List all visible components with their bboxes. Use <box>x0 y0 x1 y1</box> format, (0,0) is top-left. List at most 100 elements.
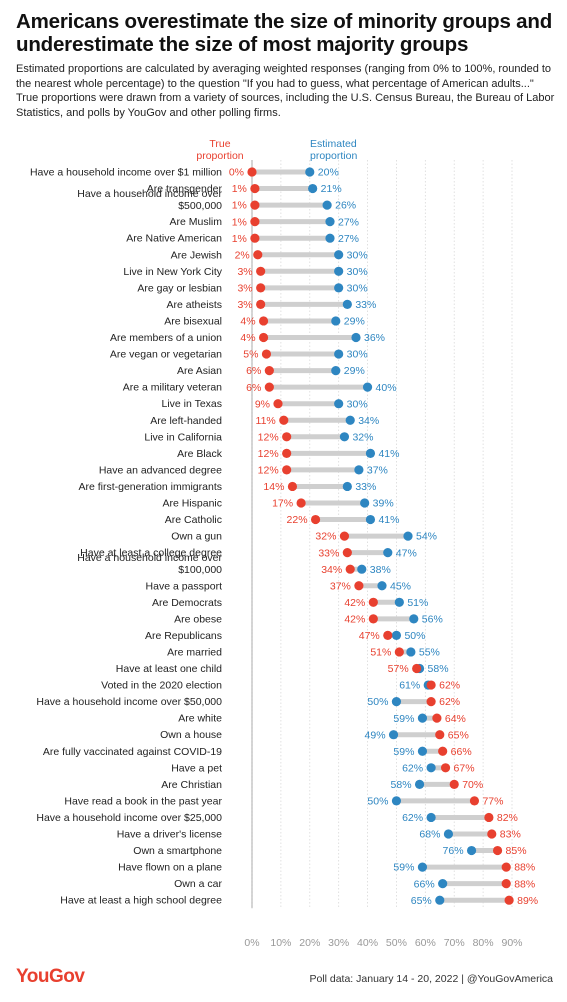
row-label: Are Native American <box>126 233 222 245</box>
true-value-label: 66% <box>451 746 472 758</box>
true-proportion-header: True <box>209 138 230 150</box>
row-label: Are Black <box>177 448 223 460</box>
true-dot <box>279 415 289 425</box>
row-label: Are Catholic <box>165 514 222 526</box>
true-dot <box>354 581 364 591</box>
true-value-label: 1% <box>232 233 247 245</box>
estimated-value-label: 36% <box>364 332 385 344</box>
estimated-dot <box>362 382 373 392</box>
estimated-dot <box>325 233 335 243</box>
estimated-value-label: 37% <box>367 465 388 477</box>
true-value-label: 12% <box>258 431 279 443</box>
true-value-label: 89% <box>517 895 538 907</box>
estimated-dot <box>417 746 428 756</box>
estimated-proportion-header: proportion <box>310 150 357 162</box>
row-label: Are married <box>167 646 222 658</box>
row-label: Are obese <box>174 613 222 625</box>
estimated-dot <box>308 183 318 194</box>
row-label: Are fully vaccinated against COVID-19 <box>43 746 222 758</box>
row-label: Own a smartphone <box>133 845 222 857</box>
estimated-value-label: 76% <box>443 845 464 857</box>
estimated-value-label: 27% <box>338 233 359 245</box>
true-value-label: 65% <box>448 729 469 741</box>
true-dot <box>339 531 350 541</box>
row-label: Own a house <box>160 729 222 741</box>
estimated-dot <box>383 548 393 558</box>
estimated-dot <box>334 399 344 409</box>
estimated-value-label: 41% <box>378 514 399 526</box>
row-label: Have a driver's license <box>117 829 222 841</box>
estimated-value-label: 39% <box>373 498 394 510</box>
estimated-value-label: 27% <box>338 216 359 228</box>
x-tick-label: 20% <box>299 937 320 949</box>
row-label: Are a military veteran <box>123 382 222 394</box>
true-value-label: 83% <box>500 829 521 841</box>
row-label: $500,000 <box>178 200 222 212</box>
estimated-dot <box>406 647 416 657</box>
true-dot <box>250 233 260 243</box>
true-value-label: 22% <box>287 514 308 526</box>
estimated-value-label: 65% <box>411 895 432 907</box>
true-dot <box>282 465 292 475</box>
true-value-label: 3% <box>237 299 252 311</box>
row-label: Live in California <box>144 431 222 443</box>
true-value-label: 64% <box>445 713 466 725</box>
true-dot <box>383 630 393 641</box>
row-label: Are Muslim <box>169 216 222 228</box>
true-dot <box>250 200 260 210</box>
estimated-value-label: 26% <box>335 200 356 212</box>
poll-data-note: Poll data: January 14 - 20, 2022 | @YouG… <box>309 973 553 985</box>
estimated-value-label: 62% <box>402 762 423 774</box>
estimated-dot <box>339 432 350 442</box>
true-dot <box>501 879 511 889</box>
row-label: Have a household income over $25,000 <box>36 812 222 824</box>
estimated-dot <box>435 895 445 905</box>
estimated-value-label: 68% <box>419 829 440 841</box>
row-label: Are bisexual <box>164 315 222 327</box>
true-dot <box>449 779 459 789</box>
row-label: Have a pet <box>171 762 222 774</box>
estimated-value-label: 34% <box>358 415 379 427</box>
row-label: $100,000 <box>178 564 222 576</box>
estimated-dot <box>426 812 436 823</box>
true-dot <box>253 250 263 260</box>
true-dot <box>282 448 292 458</box>
estimated-value-label: 58% <box>428 663 449 675</box>
true-value-label: 4% <box>240 316 255 328</box>
row-label: Have a household income over $50,000 <box>36 696 222 708</box>
x-tick-label: 50% <box>386 937 407 949</box>
estimated-dot <box>360 498 370 508</box>
true-value-label: 70% <box>462 779 483 791</box>
true-dot <box>426 697 436 707</box>
estimated-dot <box>334 266 344 276</box>
row-label: Are members of a union <box>110 332 222 344</box>
estimated-dot <box>334 250 344 260</box>
estimated-value-label: 38% <box>370 564 391 576</box>
row-label: Have a household income over $1 million <box>30 167 222 179</box>
yougov-logo: YouGov <box>16 966 85 987</box>
true-dot <box>504 895 514 905</box>
row-label: Are vegan or vegetarian <box>110 349 222 361</box>
estimated-dot <box>351 332 361 343</box>
true-dot <box>426 680 436 690</box>
row-label: Are Hispanic <box>162 498 222 510</box>
true-value-label: 3% <box>237 282 252 294</box>
true-dot <box>264 382 274 392</box>
true-value-label: 2% <box>235 249 250 261</box>
estimated-value-label: 41% <box>378 448 399 460</box>
estimated-dot <box>365 448 376 458</box>
estimated-value-label: 56% <box>422 613 443 625</box>
estimated-value-label: 30% <box>347 398 368 410</box>
estimated-dot <box>345 415 355 425</box>
true-value-label: 62% <box>439 696 460 708</box>
true-dot <box>342 548 352 558</box>
estimated-value-label: 47% <box>396 547 417 559</box>
estimated-dot <box>391 697 402 707</box>
estimated-dot <box>322 200 332 210</box>
true-dot <box>368 597 378 607</box>
estimated-value-label: 55% <box>419 647 440 659</box>
true-value-label: 3% <box>237 266 252 278</box>
row-label: Live in New York City <box>123 266 222 278</box>
x-tick-label: 80% <box>473 937 494 949</box>
